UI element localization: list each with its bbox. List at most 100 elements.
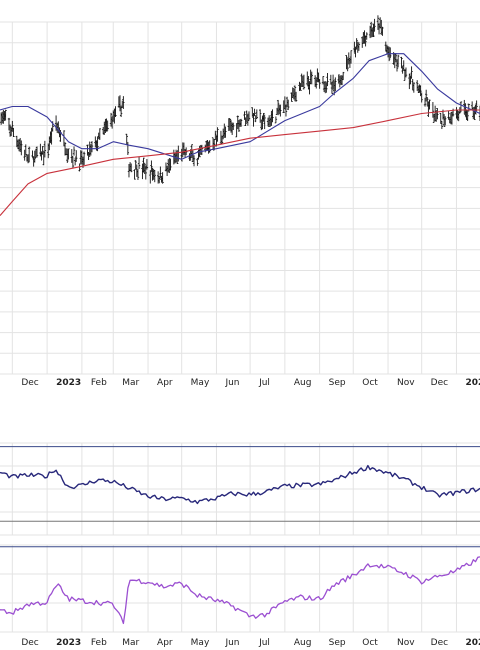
ohlc-bar: [237, 119, 241, 132]
ohlc-bar: [412, 82, 416, 93]
ohlc-bar: [331, 74, 335, 90]
x-tick-label: 2024: [465, 638, 480, 648]
ohlc-bar: [357, 42, 361, 51]
ohlc-bar: [263, 114, 266, 130]
ohlc-bar: [373, 18, 376, 32]
ohlc-bar: [321, 76, 325, 85]
ohlc-bar: [114, 106, 117, 117]
ohlc-bar: [293, 85, 297, 102]
ohlc-bar: [324, 81, 327, 94]
ohlc-bar: [190, 144, 193, 158]
ohlc-bar: [149, 170, 152, 184]
ohlc-bar: [253, 108, 256, 117]
x-tick-label: Mar: [122, 638, 139, 648]
x-tick-label: Jul: [258, 638, 270, 648]
ohlc-bar: [72, 146, 76, 156]
ohlc-bar: [153, 169, 156, 183]
ohlc-bar: [394, 53, 398, 63]
plot-area: [0, 22, 480, 374]
ohlc-bar: [302, 74, 306, 90]
x-tick-label: 2024: [465, 378, 480, 388]
ohlc-bar: [35, 146, 39, 158]
ohlc-bar: [67, 148, 70, 160]
ohlc-bar: [158, 175, 161, 184]
ohlc-bar: [271, 109, 274, 123]
ohlc-bar: [395, 59, 399, 72]
x-tick-label: Jul: [258, 378, 270, 388]
ohlc-bar: [23, 149, 26, 161]
ohlc-bar: [169, 159, 172, 171]
ohlc-bar: [325, 82, 328, 93]
ohlc-bar: [106, 120, 109, 131]
x-tick-label: Nov: [397, 378, 415, 388]
ohlc-bar: [355, 38, 358, 50]
x-tick-label: 2023: [56, 378, 81, 388]
ohlc-bar: [466, 110, 469, 121]
moving-average-red: [0, 109, 480, 216]
ohlc-bar: [299, 83, 302, 91]
ohlc-bar: [239, 118, 243, 127]
x-tick-label: Jun: [224, 378, 239, 388]
ohlc-bar: [294, 91, 298, 102]
ohlc-bar: [252, 113, 255, 127]
x-tick-label: 2023: [56, 638, 81, 648]
ohlc-bar: [168, 158, 171, 174]
x-tick-label: Dec: [21, 378, 38, 388]
ohlc-bar: [137, 157, 141, 170]
x-tick-label: Apr: [157, 638, 173, 648]
ohlc-bar: [243, 111, 246, 120]
ohlc-bar: [436, 108, 439, 120]
x-tick-label: Aug: [294, 378, 312, 388]
x-tick-label: Dec: [21, 638, 38, 648]
ohlc-bar: [75, 150, 78, 162]
ohlc-bar: [420, 92, 423, 103]
ohlc-bar: [349, 50, 353, 64]
ohlc-bar: [90, 141, 94, 153]
ohlc-bar: [105, 118, 108, 132]
ohlc-bar: [426, 97, 429, 107]
price-panel: Dec 2023 Feb Mar Apr May Jun Jul Aug Sep Oct Nov Dec…: [0, 15, 480, 388]
ohlc-bar: [196, 157, 199, 166]
ohlc-bar: [122, 96, 125, 109]
ohlc-bar: [161, 172, 164, 184]
ohlc-bar: [440, 120, 444, 130]
ohlc-bar: [424, 89, 428, 102]
ohlc-bar: [423, 97, 427, 107]
ohlc-bar: [150, 160, 153, 172]
ohlc-bar: [376, 15, 380, 30]
ohlc-bar: [11, 120, 14, 132]
ohlc-bar: [125, 133, 128, 146]
ohlc-bar: [78, 163, 81, 172]
ohlc-bar: [346, 58, 349, 72]
ohlc-bar: [284, 104, 288, 117]
ohlc-bar: [216, 127, 219, 142]
x-tick-label: Nov: [397, 638, 415, 648]
x-tick-label: Sep: [329, 638, 346, 648]
ohlc-bar: [447, 110, 450, 120]
x-tick-label: Oct: [362, 638, 378, 648]
ohlc-bar: [144, 165, 147, 180]
ohlc-bar: [130, 163, 133, 173]
indicator-1-line: [0, 464, 480, 505]
ohlc-bar: [20, 140, 23, 156]
ohlc-bar: [444, 116, 447, 126]
ohlc-bar: [133, 169, 136, 180]
ohlc-bar: [428, 99, 431, 110]
ohlc-bar: [66, 148, 69, 163]
x-tick-label: Apr: [157, 378, 173, 388]
ohlc-bar: [473, 106, 476, 121]
ohlc-bar: [86, 144, 89, 156]
x-tick-label: Dec: [431, 378, 448, 388]
ohlc-bar: [262, 112, 265, 122]
ohlc-bar: [7, 117, 11, 131]
ohlc-bar: [337, 74, 340, 84]
x-tick-label: Oct: [362, 378, 378, 388]
ohlc-bar: [82, 151, 86, 165]
ohlc-bar: [71, 156, 75, 168]
ohlc-bar: [232, 122, 235, 131]
ohlc-bar: [276, 99, 280, 116]
ohlc-bar: [43, 140, 47, 158]
ohlc-bar: [145, 159, 149, 170]
ohlc-bar: [396, 54, 400, 68]
